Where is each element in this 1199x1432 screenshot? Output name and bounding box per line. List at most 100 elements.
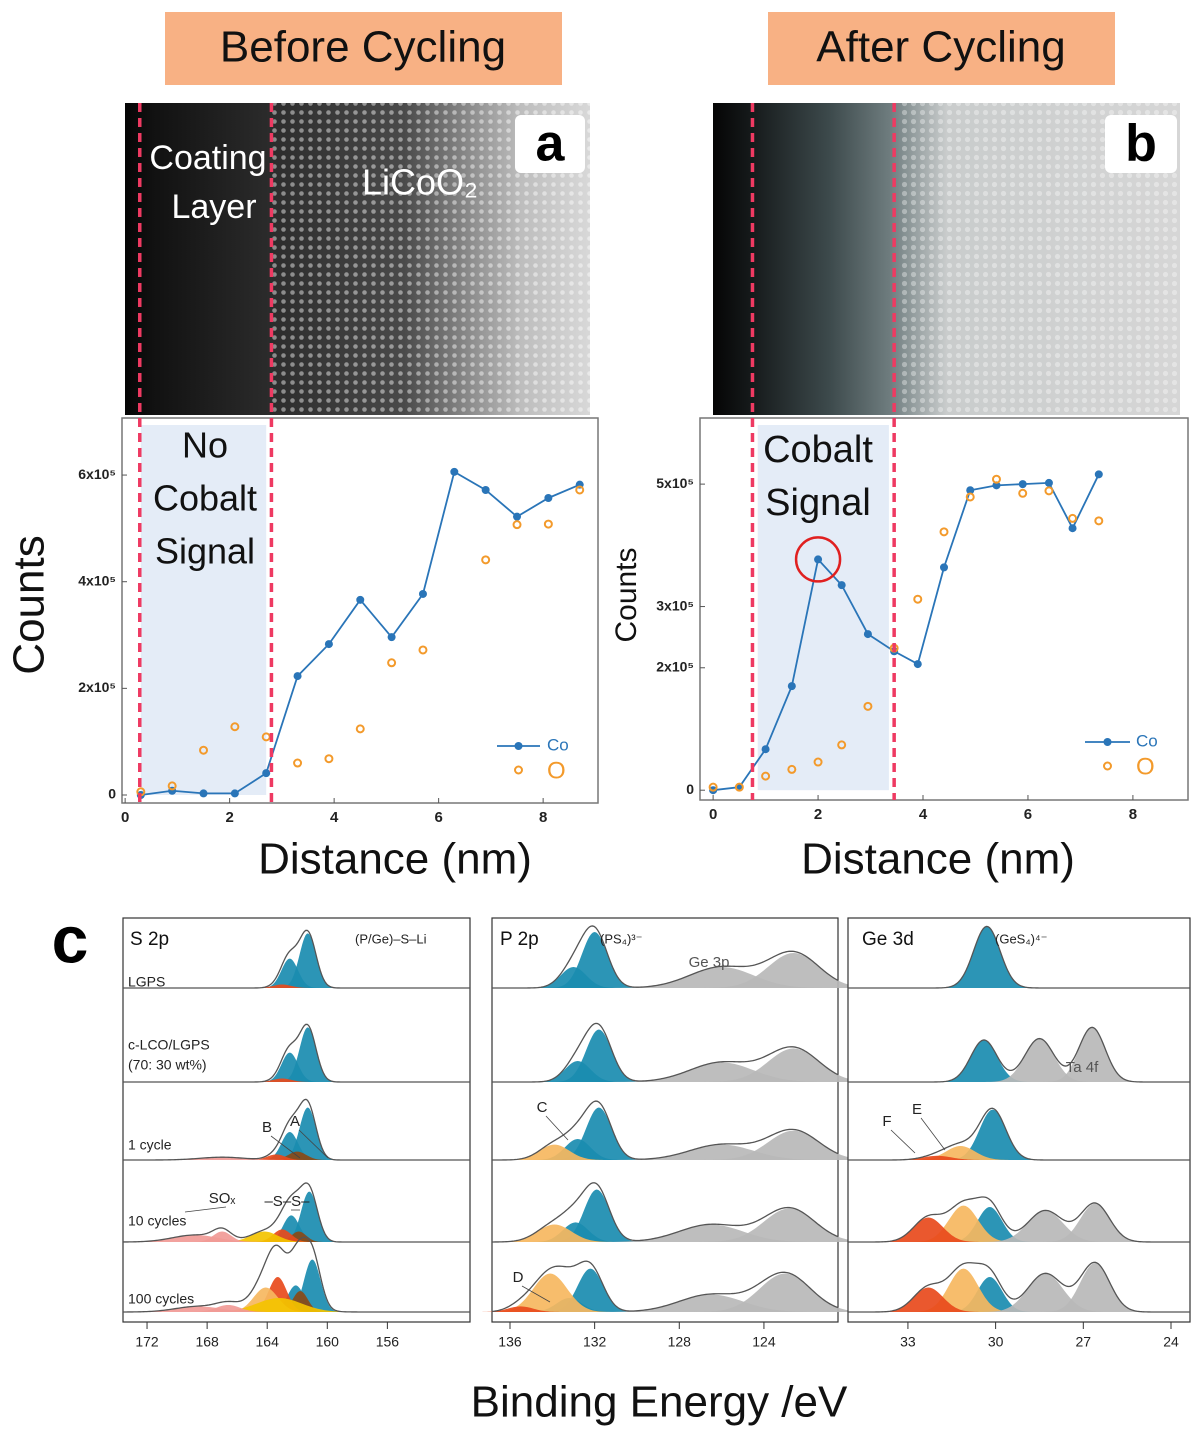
peak [548, 1107, 650, 1160]
peak [878, 1155, 996, 1160]
leader-line [184, 1206, 227, 1213]
x-tick-label: 4 [919, 806, 928, 823]
data-point [575, 485, 585, 495]
header-b: After Cycling [768, 12, 1115, 85]
data-point [965, 492, 975, 502]
x-tick-label: 6 [434, 809, 442, 826]
leader-line [521, 1285, 551, 1303]
leader-line [890, 1129, 916, 1154]
series-line [713, 473, 1100, 792]
envelope [491, 1260, 839, 1313]
envelope [122, 1236, 470, 1313]
peak [931, 1040, 1037, 1082]
line-chart: 0 2 4 6 8 0 2x10⁵ 3x10⁵ 5x10⁵ Cobalt Signal Co O Coun… [610, 417, 1189, 884]
peak [981, 1038, 1098, 1082]
peak [522, 967, 625, 988]
x-tick-label: 156 [376, 1334, 400, 1350]
x-tick-label: 30 [988, 1334, 1004, 1350]
legend-marker [1103, 738, 1112, 746]
panel-letter: b [1125, 115, 1157, 173]
row-label: 1 cycle [128, 1137, 172, 1153]
peak [241, 1277, 314, 1312]
y-tick-label: 2x10⁵ [78, 679, 116, 695]
x-tick-label: 6 [1024, 806, 1032, 823]
annotation: Ge 3p [689, 954, 730, 971]
peak [594, 1144, 849, 1160]
data-point [387, 633, 396, 642]
data-point [167, 781, 177, 791]
x-tick-label: 24 [1163, 1334, 1179, 1350]
panel-letter: a [536, 115, 566, 173]
x-tick-label: 124 [752, 1334, 776, 1350]
panel-title: P 2p [500, 929, 539, 950]
annotation: Ta 4f [1066, 1059, 1099, 1076]
peak [189, 1298, 370, 1312]
annotation: C [537, 1099, 548, 1116]
x-tick-label: 8 [1129, 806, 1137, 823]
data-point [813, 757, 823, 767]
peak [268, 1231, 329, 1242]
leader-line [545, 1115, 569, 1141]
x-tick-label: 160 [316, 1334, 340, 1350]
data-point [199, 745, 209, 755]
species-label: (PS₄)³⁻ [600, 931, 643, 946]
y-tick-label: 3x10⁵ [656, 597, 694, 613]
micrograph-b: b [713, 103, 1180, 415]
data-point [230, 722, 240, 732]
data-point [940, 563, 948, 572]
data-point [787, 682, 796, 691]
y-tick-label: 5x10⁵ [656, 475, 694, 491]
peak [270, 1291, 331, 1312]
annotation: D [513, 1269, 524, 1286]
x-tick-label: 33 [900, 1334, 916, 1350]
peak [486, 1224, 623, 1242]
x-tick-label: 2 [814, 806, 822, 823]
data-point [230, 789, 239, 798]
peak [683, 1273, 887, 1312]
envelope [492, 1022, 839, 1083]
data-point [708, 782, 718, 792]
data-point [991, 474, 1001, 484]
data-point [544, 493, 553, 502]
y-tick-label: 6x10⁵ [78, 466, 116, 482]
data-point [512, 520, 522, 530]
envelope [491, 1182, 839, 1243]
data-point [355, 724, 365, 734]
peak [132, 1157, 313, 1160]
peak [869, 1287, 987, 1312]
y-axis-label: Counts [5, 535, 54, 674]
envelope [848, 1026, 1190, 1083]
data-point [787, 764, 797, 774]
peak [548, 1029, 650, 1082]
legend-label: O [547, 757, 566, 784]
row-label: c-LCO/LGPS [128, 1037, 210, 1053]
peak [274, 933, 341, 988]
peak [1039, 1027, 1145, 1082]
data-point [966, 486, 975, 495]
data-point [992, 481, 1001, 490]
envelope [123, 1098, 470, 1161]
peak [240, 1154, 313, 1160]
annotation: B [262, 1119, 272, 1136]
data-point [1018, 480, 1027, 489]
peak [495, 1144, 614, 1160]
data-point [863, 630, 872, 639]
annotation: Cobalt [763, 429, 873, 471]
peak [905, 1205, 1022, 1242]
header-a: Before Cycling [165, 12, 562, 85]
peak [279, 1259, 346, 1312]
data-point [837, 581, 846, 590]
peak [539, 1268, 642, 1312]
legend-label: Co [547, 735, 569, 754]
data-point [913, 594, 923, 604]
data-point [356, 595, 365, 604]
x-tick-label: 164 [256, 1334, 280, 1350]
row-label: 10 cycles [128, 1213, 186, 1229]
species-label: (GeS₄)⁴⁻ [995, 931, 1047, 946]
panel-letter: c [52, 902, 89, 976]
annotation: –S–S– [264, 1193, 310, 1210]
peak [276, 1191, 343, 1242]
data-point [450, 467, 459, 476]
x-tick-label: 8 [539, 809, 547, 826]
